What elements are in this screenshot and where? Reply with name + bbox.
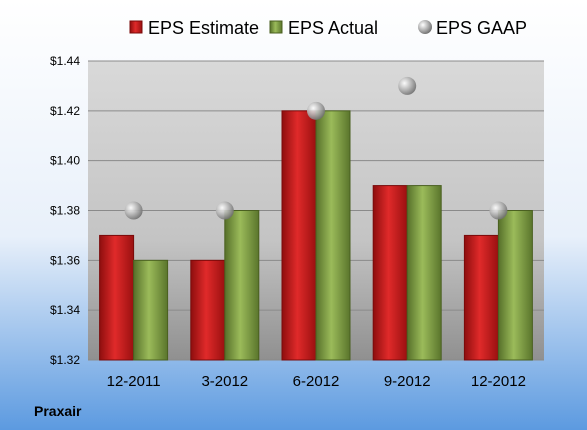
company-label: Praxair <box>34 403 82 419</box>
x-tick-label: 9-2012 <box>384 373 431 390</box>
y-tick-label: $1.34 <box>50 303 80 317</box>
legend-eps-estimate-label: EPS Estimate <box>148 18 259 38</box>
eps-estimate-bar <box>281 110 317 361</box>
eps-actual-bar <box>406 185 442 361</box>
legend-eps-actual-swatch <box>269 20 283 34</box>
y-tick-label: $1.36 <box>50 253 80 267</box>
eps-gaap-marker <box>489 201 508 220</box>
y-tick-label: $1.42 <box>50 104 80 118</box>
eps-estimate-bar <box>372 185 408 361</box>
legend-eps-gaap-label: EPS GAAP <box>436 18 527 38</box>
eps-gaap-marker <box>307 101 325 120</box>
x-axis-ticks: 12-2011 3-2012 6-2012 9-2012 12-2012 <box>107 373 526 390</box>
eps-actual-bar <box>497 210 533 361</box>
legend: EPS Estimate EPS Actual EPS GAAP <box>129 18 527 38</box>
y-tick-label: $1.44 <box>50 54 80 68</box>
bars <box>99 110 533 361</box>
x-tick-label: 12-2011 <box>107 373 161 390</box>
eps-actual-bar <box>133 259 169 361</box>
y-tick-label: $1.38 <box>50 204 80 218</box>
eps-actual-bar <box>224 210 260 361</box>
y-axis-ticks: $1.32 $1.34 $1.36 $1.38 $1.40 $1.42 $1.44 <box>50 54 80 367</box>
y-tick-label: $1.32 <box>50 353 80 367</box>
eps-estimate-bar <box>190 259 226 361</box>
eps-actual-bar <box>315 110 351 361</box>
eps-gaap-marker <box>215 201 234 220</box>
legend-eps-estimate-swatch <box>129 20 143 34</box>
y-tick-label: $1.40 <box>50 154 80 168</box>
gaap-markers <box>124 76 508 220</box>
legend-eps-actual-label: EPS Actual <box>288 18 378 38</box>
legend-eps-gaap-swatch <box>418 20 432 34</box>
eps-gaap-marker <box>398 76 417 95</box>
x-tick-label: 3-2012 <box>201 373 248 390</box>
x-tick-label: 6-2012 <box>293 373 340 390</box>
x-tick-label: 12-2012 <box>471 373 526 390</box>
eps-gaap-marker <box>124 201 143 220</box>
eps-estimate-bar <box>99 234 135 361</box>
eps-estimate-bar <box>463 234 499 361</box>
